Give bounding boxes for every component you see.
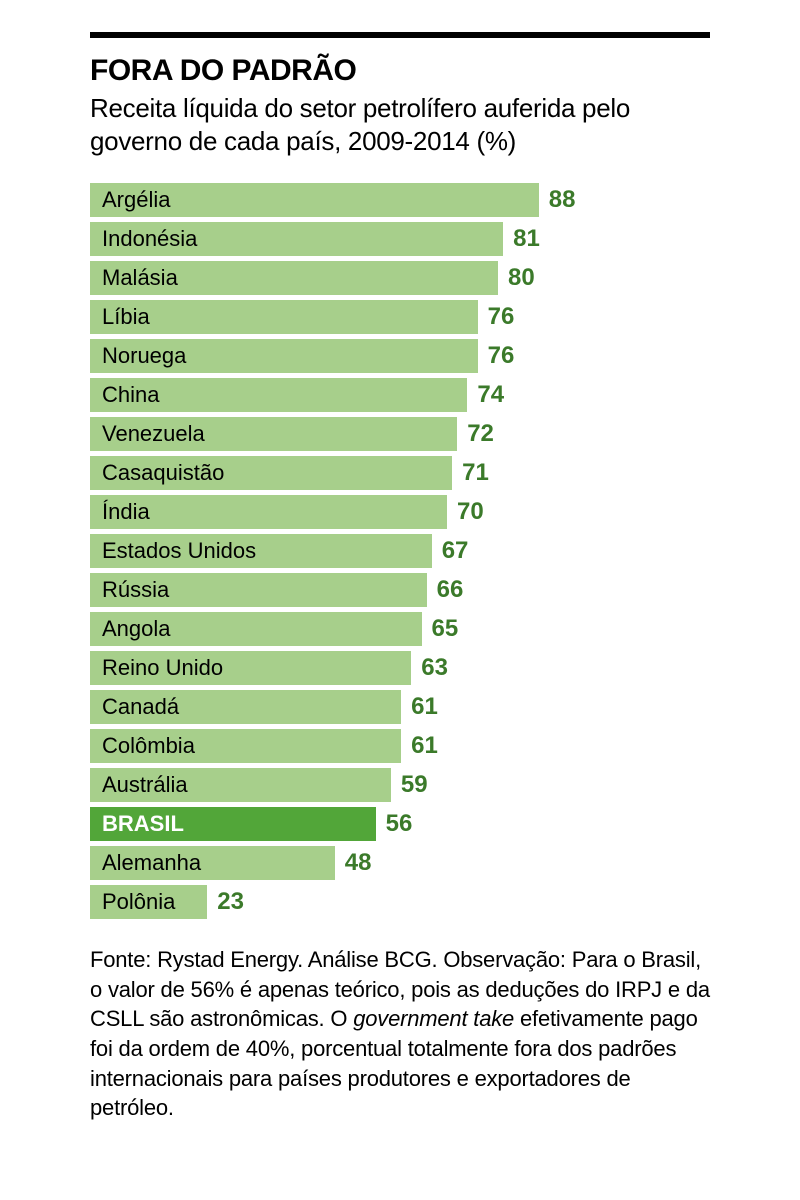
bar-row: Líbia 76 [90,300,710,334]
bar-value: 61 [411,693,438,721]
bar-value: 65 [432,615,459,643]
top-rule [90,32,710,38]
bar-value: 76 [488,303,515,331]
bar-value: 67 [442,537,469,565]
bar: Polônia [90,885,207,919]
bar: Rússia [90,573,427,607]
bar-row: Estados Unidos 67 [90,534,710,568]
bar: Estados Unidos [90,534,432,568]
bar: Reino Unido [90,651,411,685]
bar-row: Venezuela 72 [90,417,710,451]
bar-value: 48 [345,849,372,877]
bar-value: 66 [437,576,464,604]
bar: Colômbia [90,729,401,763]
bar-value: 88 [549,186,576,214]
bar: Índia [90,495,447,529]
bar-row: China 74 [90,378,710,412]
bar-value: 70 [457,498,484,526]
bar-row: Indonésia 81 [90,222,710,256]
bar-row: Índia 70 [90,495,710,529]
bar: Austrália [90,768,391,802]
bar-chart: Argélia88Indonésia81Malásia80Líbia76Noru… [90,183,710,919]
bar-value: 63 [421,654,448,682]
bar-value: 80 [508,264,535,292]
bar-value: 74 [477,381,504,409]
bar: Canadá [90,690,401,724]
chart-subtitle: Receita líquida do setor petrolífero auf… [90,92,710,157]
bar-value: 71 [462,459,489,487]
bar: Indonésia [90,222,503,256]
bar-value: 56 [386,810,413,838]
chart-footer: Fonte: Rystad Energy. Análise BCG. Obser… [90,945,710,1123]
bar-value: 23 [217,888,244,916]
bar: Argélia [90,183,539,217]
bar-row: Alemanha 48 [90,846,710,880]
bar: Líbia [90,300,478,334]
bar-row: Noruega 76 [90,339,710,373]
bar-highlight: BRASIL [90,807,376,841]
bar: Venezuela [90,417,457,451]
bar-value: 76 [488,342,515,370]
bar-value: 61 [411,732,438,760]
bar-row: Canadá 61 [90,690,710,724]
bar: China [90,378,467,412]
footer-italic: government take [353,1006,514,1031]
bar-row: Malásia 80 [90,261,710,295]
bar-value: 59 [401,771,428,799]
bar-row: Polônia 23 [90,885,710,919]
bar-row: Rússia 66 [90,573,710,607]
bar: Casaquistão [90,456,452,490]
bar-row: Casaquistão 71 [90,456,710,490]
bar-value: 72 [467,420,494,448]
bar-row: Austrália 59 [90,768,710,802]
bar: Alemanha [90,846,335,880]
bar-value: 81 [513,225,540,253]
bar-row: Colômbia 61 [90,729,710,763]
bar-row: Reino Unido 63 [90,651,710,685]
bar: Noruega [90,339,478,373]
bar: Malásia [90,261,498,295]
chart-title: FORA DO PADRÃO [90,54,710,88]
bar: Angola [90,612,422,646]
bar-row: Argélia 88 [90,183,710,217]
bar-row: BRASIL 56 [90,807,710,841]
bar-row: Angola 65 [90,612,710,646]
